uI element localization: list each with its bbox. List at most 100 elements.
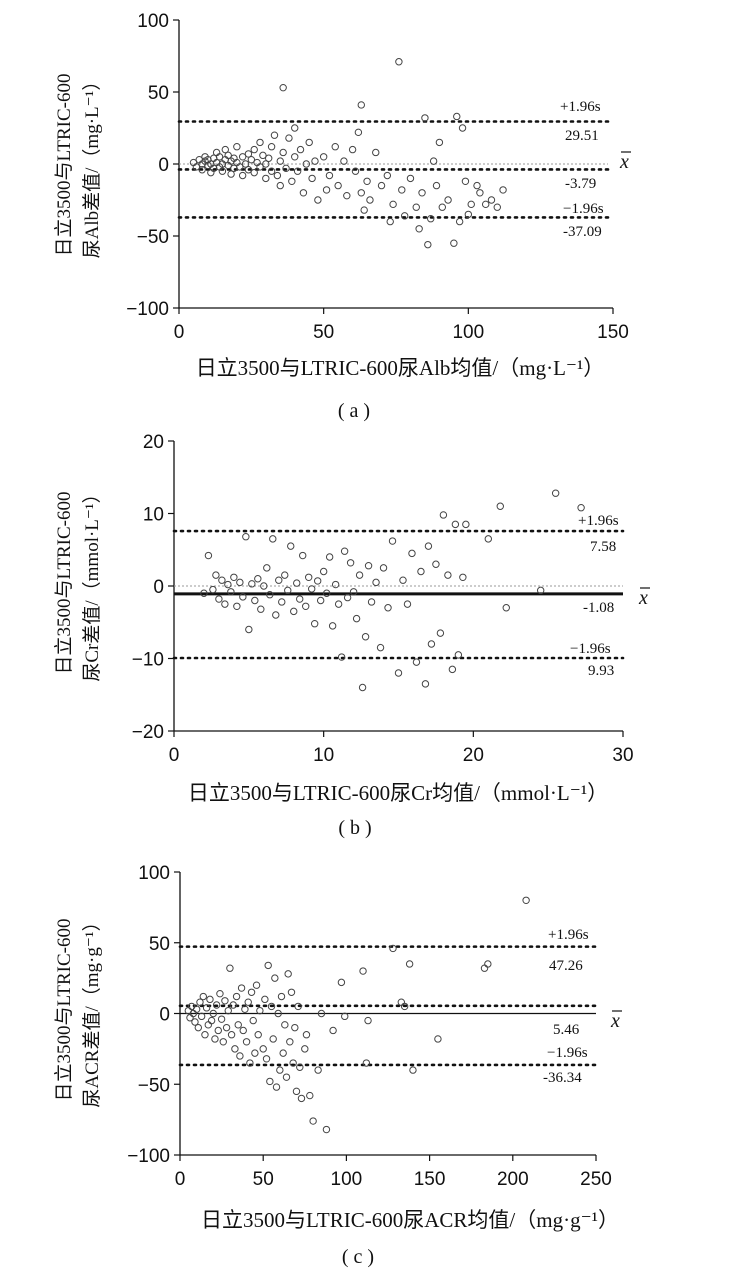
data-point xyxy=(242,1038,251,1046)
data-point xyxy=(444,196,452,204)
data-point xyxy=(276,181,284,190)
data-point xyxy=(214,1026,222,1035)
x-tick-label: 20 xyxy=(463,745,484,766)
data-point xyxy=(279,1049,287,1057)
data-point xyxy=(234,1021,242,1029)
axis-ticks: −100 −50 0 50 100 0 50 100 150 200 250 xyxy=(127,863,612,1190)
data-point xyxy=(262,160,270,168)
data-point xyxy=(264,154,273,162)
data-point xyxy=(212,1001,221,1009)
data-points xyxy=(200,489,585,692)
x-tick-label: 250 xyxy=(580,1169,612,1190)
data-point xyxy=(227,588,235,596)
panel-a-ylabel: 日立3500与LTRIC-600 xyxy=(53,74,75,257)
data-point xyxy=(352,614,361,623)
data-point xyxy=(292,1087,301,1096)
data-point xyxy=(244,150,253,158)
data-point xyxy=(232,992,241,1001)
data-point xyxy=(233,143,241,151)
data-point xyxy=(209,585,217,594)
data-point xyxy=(221,600,229,608)
data-point xyxy=(484,535,492,543)
data-point xyxy=(296,145,305,154)
data-point xyxy=(296,595,304,603)
data-point xyxy=(424,542,433,550)
data-point xyxy=(250,168,258,177)
data-point xyxy=(328,622,337,630)
data-point xyxy=(291,1023,299,1032)
data-point xyxy=(245,625,253,634)
data-point xyxy=(226,964,234,972)
data-point xyxy=(399,576,407,584)
data-point xyxy=(439,511,448,519)
data-point xyxy=(207,1016,216,1025)
data-point xyxy=(293,579,301,587)
data-point xyxy=(360,206,368,214)
data-point xyxy=(266,591,274,599)
data-point xyxy=(238,171,247,180)
data-point xyxy=(363,177,371,185)
upper-tag: +1.96s xyxy=(560,99,601,115)
data-point xyxy=(278,598,286,606)
data-point xyxy=(241,160,250,168)
axis-ticks: −20 −10 0 10 20 0 10 20 30 xyxy=(132,432,634,766)
data-point xyxy=(379,564,388,572)
data-point xyxy=(299,551,307,560)
data-point xyxy=(238,153,247,161)
data-point xyxy=(444,571,452,579)
data-point xyxy=(496,502,504,510)
x-tick-label: 100 xyxy=(452,322,484,343)
data-point xyxy=(316,596,325,605)
data-point xyxy=(334,600,343,608)
data-point xyxy=(264,961,272,970)
y-tick-label: 20 xyxy=(143,432,164,453)
data-point xyxy=(421,680,430,688)
data-point xyxy=(251,1049,259,1057)
data-point xyxy=(261,995,269,1004)
data-point xyxy=(200,589,208,597)
data-point xyxy=(289,1059,297,1067)
data-point xyxy=(281,1021,289,1029)
data-point xyxy=(192,163,201,171)
mean-value: -3.79 xyxy=(565,176,596,192)
data-point xyxy=(459,573,467,582)
x-tick-label: 30 xyxy=(612,745,633,766)
data-point xyxy=(239,593,247,601)
mean-value: -1.08 xyxy=(583,600,614,616)
data-point xyxy=(218,167,227,175)
data-point xyxy=(224,580,232,589)
data-point xyxy=(454,651,463,659)
ylabel-line2: 尿ACR差值/（mg·g⁻¹） xyxy=(81,912,103,1107)
ylabel-line2: 尿Cr差值/（mmol·L⁻¹） xyxy=(81,484,103,681)
data-point xyxy=(296,1063,304,1071)
data-point xyxy=(196,998,204,1006)
data-point xyxy=(246,1059,254,1067)
data-point xyxy=(284,970,292,978)
data-point xyxy=(202,1004,211,1012)
data-point xyxy=(499,186,507,194)
panel-b-ylabel-2: 尿Cr差值/（mmol·L⁻¹） xyxy=(81,484,103,681)
data-point xyxy=(273,171,282,180)
data-point xyxy=(319,153,328,161)
data-point xyxy=(351,167,360,175)
data-point xyxy=(551,489,560,497)
data-point xyxy=(224,151,232,160)
data-point xyxy=(409,1066,417,1074)
data-point xyxy=(313,577,322,585)
data-point xyxy=(282,164,290,173)
data-point xyxy=(262,1055,271,1063)
x-tick-label: 0 xyxy=(169,745,180,766)
data-point xyxy=(451,520,460,529)
data-point xyxy=(248,580,256,588)
data-point xyxy=(343,191,351,200)
y-tick-label: 100 xyxy=(138,863,170,884)
data-point xyxy=(325,171,334,180)
data-point xyxy=(364,1016,372,1025)
data-point xyxy=(357,189,365,197)
data-point xyxy=(204,551,213,560)
data-point xyxy=(322,589,331,597)
data-point xyxy=(346,559,355,567)
data-point xyxy=(215,595,223,603)
panel-a: 日立3500与LTRIC-600 尿Alb差值/（mg·L⁻¹） −100 −50… xyxy=(53,11,631,422)
data-point xyxy=(282,1073,291,1081)
